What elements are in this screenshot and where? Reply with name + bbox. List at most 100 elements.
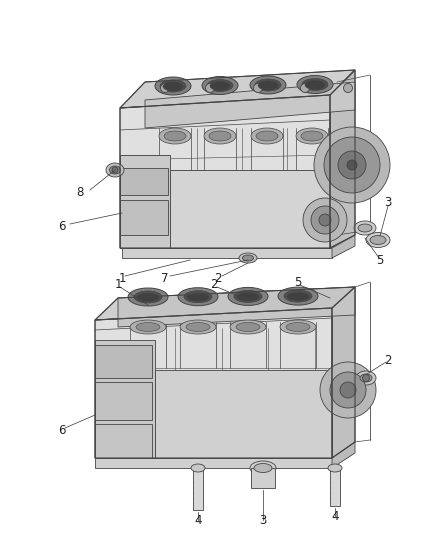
Circle shape [363,375,370,382]
Ellipse shape [163,82,183,91]
Text: 1: 1 [118,271,126,285]
Circle shape [254,84,262,93]
Ellipse shape [358,224,372,232]
Polygon shape [120,95,330,248]
Ellipse shape [354,221,376,235]
Circle shape [311,206,339,234]
Ellipse shape [284,290,312,302]
Circle shape [160,84,170,93]
Text: 7: 7 [161,271,169,285]
Ellipse shape [258,81,278,90]
Text: 6: 6 [58,424,66,437]
Polygon shape [120,70,355,108]
Ellipse shape [255,79,281,91]
Ellipse shape [204,128,236,144]
Ellipse shape [136,322,160,332]
Text: 2: 2 [214,271,222,285]
Polygon shape [95,345,152,378]
Ellipse shape [356,371,376,385]
Text: 4: 4 [331,510,339,522]
Polygon shape [120,155,170,248]
Ellipse shape [160,80,186,92]
Text: 1: 1 [114,279,122,292]
Polygon shape [118,287,355,327]
Ellipse shape [360,374,372,382]
Ellipse shape [297,76,333,93]
Ellipse shape [134,291,162,303]
Polygon shape [145,82,355,128]
Ellipse shape [250,76,286,94]
Polygon shape [95,308,332,458]
Ellipse shape [164,131,186,141]
Ellipse shape [137,294,159,302]
Polygon shape [95,424,152,458]
Polygon shape [120,168,168,195]
Text: 2: 2 [384,353,392,367]
Polygon shape [193,468,203,510]
Ellipse shape [236,322,260,332]
Ellipse shape [128,288,168,306]
Ellipse shape [155,77,191,95]
Ellipse shape [228,287,268,305]
Polygon shape [95,340,155,458]
Text: 6: 6 [58,220,66,232]
Ellipse shape [256,131,278,141]
Ellipse shape [207,79,233,92]
Ellipse shape [370,236,386,245]
Ellipse shape [278,287,318,305]
Ellipse shape [305,80,325,90]
Ellipse shape [187,293,209,301]
Polygon shape [155,370,332,458]
Circle shape [112,167,118,173]
Circle shape [303,198,347,242]
Ellipse shape [280,320,316,334]
Ellipse shape [159,128,191,144]
Polygon shape [332,287,355,458]
Ellipse shape [301,131,323,141]
Circle shape [340,382,356,398]
Ellipse shape [110,166,120,174]
Circle shape [330,372,366,408]
Polygon shape [332,442,355,468]
Ellipse shape [230,320,266,334]
Circle shape [347,160,357,170]
Circle shape [205,84,215,93]
Text: 3: 3 [259,513,267,527]
Ellipse shape [178,288,218,306]
Ellipse shape [239,253,257,263]
Polygon shape [330,70,355,248]
Text: 5: 5 [376,254,384,266]
Ellipse shape [209,131,231,141]
Circle shape [314,127,390,203]
Ellipse shape [130,320,166,334]
Polygon shape [120,200,168,235]
Ellipse shape [250,461,276,475]
Circle shape [324,137,380,193]
Polygon shape [330,468,340,506]
Ellipse shape [243,255,254,261]
Ellipse shape [302,78,328,91]
Ellipse shape [186,322,210,332]
Ellipse shape [184,290,212,303]
Polygon shape [95,287,355,320]
Ellipse shape [286,322,310,332]
Ellipse shape [202,77,238,94]
Ellipse shape [296,128,328,144]
Polygon shape [332,235,355,258]
Ellipse shape [254,464,272,472]
Ellipse shape [191,464,205,472]
Circle shape [343,84,353,93]
Text: 4: 4 [194,513,202,527]
Polygon shape [95,458,332,468]
Circle shape [320,362,376,418]
Circle shape [319,214,331,226]
Ellipse shape [106,163,124,177]
Polygon shape [95,382,152,420]
Text: 5: 5 [294,277,302,289]
Ellipse shape [287,293,309,301]
Ellipse shape [251,128,283,144]
Ellipse shape [328,464,342,472]
Polygon shape [122,248,332,258]
Polygon shape [251,468,275,488]
Ellipse shape [180,320,216,334]
